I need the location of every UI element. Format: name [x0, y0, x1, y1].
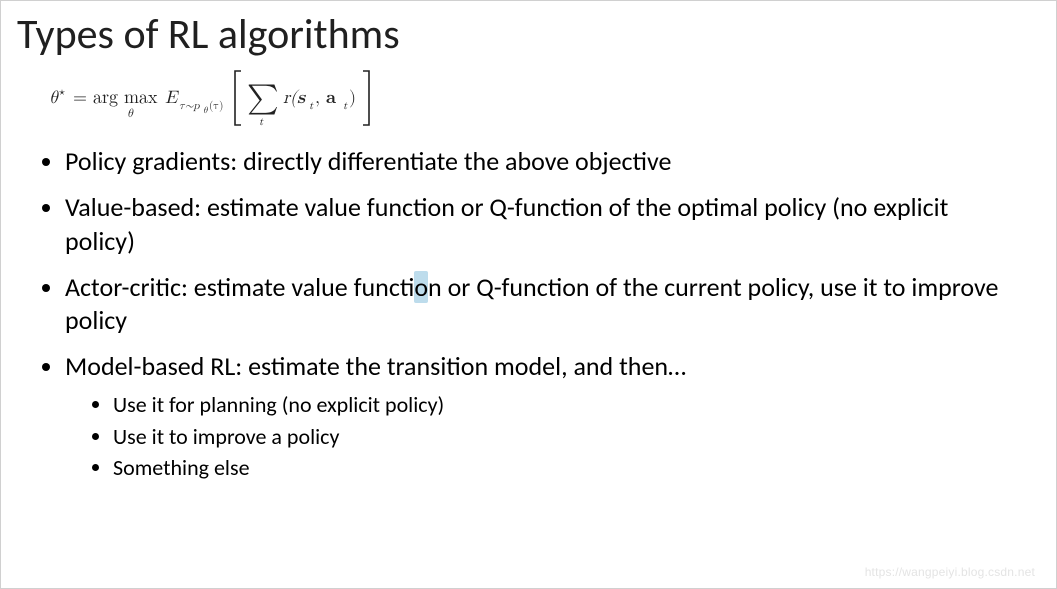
list-item: Use it for planning (no explicit policy) — [113, 390, 1022, 420]
eq-theta-star: θ — [49, 89, 59, 107]
page-title: Types of RL algorithms — [17, 11, 1022, 59]
objective-equation: θ ⋆ = arg max θ E τ∼p θ (τ) ∑ t r(𝐬 t , … — [45, 65, 1022, 133]
eq-r-sub2: t — [343, 101, 348, 112]
eq-argmax: arg max — [93, 89, 158, 107]
eq-E: E — [165, 89, 179, 107]
eq-E-sub-theta: θ — [203, 106, 208, 115]
bullet-text: Value-based: estimate value function or … — [65, 191, 948, 257]
list-item: Model-based RL: estimate the transition … — [65, 350, 1022, 483]
eq-r: r(𝐬 — [283, 89, 306, 108]
list-item: Actor-critic: estimate value function or… — [65, 271, 1022, 339]
eq-E-sub: τ∼p — [179, 101, 200, 112]
eq-equals: = — [73, 89, 87, 107]
eq-star: ⋆ — [59, 86, 65, 98]
eq-sigma-sub: t — [259, 117, 264, 128]
sub-bullet-list: Use it for planning (no explicit policy)… — [113, 390, 1022, 483]
list-item: Something else — [113, 453, 1022, 483]
watermark: https://wangpeiyi.blog.csdn.net — [865, 565, 1035, 579]
bullet-text: Model-based RL: estimate the transition … — [65, 350, 686, 382]
bullet-list: Policy gradients: directly differentiate… — [65, 145, 1022, 483]
eq-r-mid: , 𝐚 — [315, 89, 336, 107]
eq-rbracket — [363, 71, 369, 125]
slide: Types of RL algorithms θ ⋆ = arg max θ E… — [0, 0, 1057, 589]
list-item: Value-based: estimate value function or … — [65, 191, 1022, 259]
highlighted-char: o — [414, 271, 428, 303]
eq-r-close: ) — [349, 89, 356, 108]
eq-lbracket — [235, 71, 241, 125]
eq-argmax-sub: θ — [127, 108, 134, 120]
eq-r-sub1: t — [309, 101, 314, 112]
list-item: Policy gradients: directly differentiate… — [65, 145, 1022, 179]
bullet-text: Actor-critic: estimate value functi — [65, 271, 414, 303]
list-item: Use it to improve a policy — [113, 422, 1022, 452]
bullet-text: Policy gradients: directly differentiate… — [65, 145, 671, 177]
eq-sigma: ∑ — [247, 83, 279, 115]
eq-E-sub-tail: (τ) — [209, 100, 223, 112]
